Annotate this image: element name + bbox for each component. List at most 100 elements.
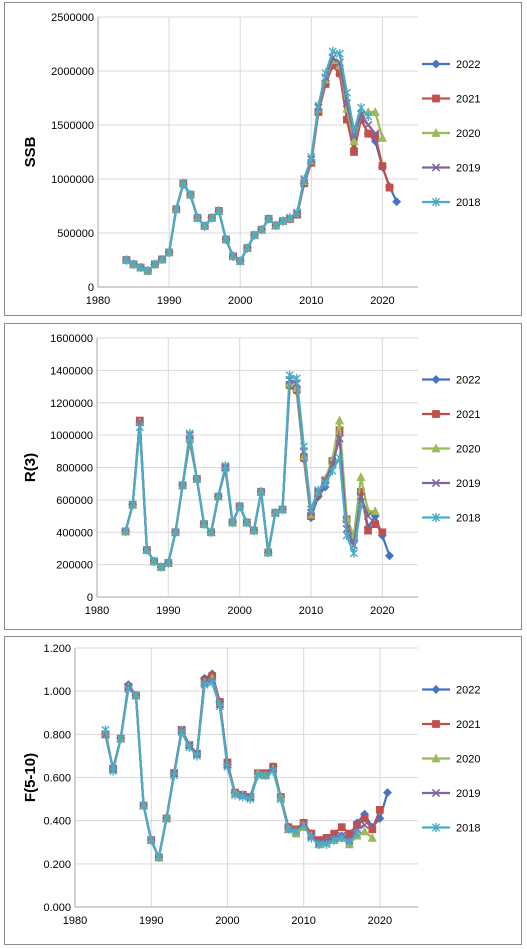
data-point (271, 220, 280, 231)
data-point (164, 558, 173, 568)
data-point (178, 480, 187, 490)
data-point (150, 259, 159, 269)
series-line-2020 (124, 381, 376, 569)
data-point (293, 207, 302, 218)
data-point (207, 213, 216, 223)
data-point (172, 204, 181, 214)
x-tick-label: 2020 (370, 605, 394, 617)
y-tick-label: 1000000 (51, 174, 94, 186)
data-point (271, 508, 280, 518)
y-tick-label: 0.800 (43, 729, 71, 741)
data-point (165, 247, 174, 258)
data-point (352, 829, 362, 839)
y-tick-label: 0.400 (43, 816, 71, 828)
data-point (291, 826, 301, 837)
data-point (207, 527, 216, 537)
legend-label: 2022 (456, 59, 480, 71)
y-tick-label: 2500000 (51, 12, 94, 24)
data-point (229, 251, 238, 261)
ssb-chart-panel: 0 500000 1000000 1500000 2000000 2500000 1980 1… (4, 2, 522, 316)
data-point (185, 428, 194, 439)
series-2018 (101, 677, 362, 862)
y-tick-label: 400000 (56, 527, 93, 539)
data-point (357, 103, 366, 113)
legend-entry-2022: 2022 (422, 375, 480, 387)
data-point (154, 852, 163, 862)
data-point (360, 814, 369, 823)
legend-label: 2022 (456, 685, 480, 697)
x-tick-label: 2000 (228, 295, 252, 307)
fishing-mortality-chart: 0.000 0.200 0.400 0.600 0.800 1.000 1.200 1980 1… (22, 643, 480, 927)
data-point (370, 506, 380, 516)
data-point (249, 526, 259, 536)
legend-label: 2019 (456, 478, 480, 490)
data-point (285, 213, 295, 223)
data-point (364, 129, 373, 138)
data-point (335, 434, 344, 443)
data-point (121, 526, 130, 537)
data-point (169, 770, 179, 780)
data-point (385, 183, 394, 192)
y-tick-label: 800000 (56, 463, 93, 475)
data-point (299, 441, 308, 452)
legend-entry-2021: 2021 (422, 409, 480, 421)
legend-label: 2018 (456, 513, 480, 525)
data-point (200, 221, 209, 231)
data-point (371, 520, 380, 529)
data-point (292, 373, 301, 384)
legend-entry-2021: 2021 (422, 719, 480, 731)
data-point (253, 770, 263, 780)
data-point (101, 725, 110, 735)
data-point (356, 472, 366, 482)
data-point (337, 823, 346, 831)
data-point (214, 492, 223, 502)
y-tick-label: 600000 (56, 495, 93, 507)
data-point (238, 792, 247, 802)
data-point (330, 835, 339, 845)
data-point (124, 684, 133, 694)
data-point (322, 839, 331, 850)
series-2019 (121, 375, 373, 572)
data-point (382, 788, 393, 798)
x-tick-label: 2010 (291, 915, 315, 927)
data-point (116, 734, 125, 744)
legend-label: 2018 (456, 197, 480, 209)
legend-marker (432, 410, 440, 418)
x-tick-label: 1980 (85, 605, 109, 617)
data-point (314, 839, 324, 850)
data-point (139, 800, 148, 811)
y-axis-title: SSB (22, 136, 39, 167)
data-point (360, 826, 370, 836)
legend-entry-2019: 2019 (422, 163, 480, 175)
data-point (335, 453, 344, 463)
y-tick-label: 1.200 (43, 643, 71, 655)
data-point (363, 511, 373, 521)
y-tick-label: 0 (87, 592, 93, 604)
data-point (246, 794, 255, 804)
x-tick-label: 1990 (157, 295, 181, 307)
x-tick-label: 2000 (227, 605, 251, 617)
legend-marker (431, 163, 441, 172)
ssb-chart: 0 500000 1000000 1500000 2000000 2500000 1980 1… (22, 12, 480, 307)
y-tick-label: 2000000 (51, 66, 94, 78)
data-point (284, 824, 293, 834)
series-line-2018 (124, 373, 362, 569)
legend-marker (431, 512, 441, 523)
y-tick-label: 0.000 (43, 902, 71, 914)
data-point (157, 562, 166, 572)
data-point (142, 545, 152, 555)
data-point (193, 213, 202, 223)
data-point (360, 820, 369, 830)
data-point (350, 148, 358, 156)
data-point (109, 766, 118, 776)
data-point (285, 370, 294, 380)
x-tick-label: 2010 (299, 605, 323, 617)
data-point (200, 680, 209, 690)
data-point (221, 234, 231, 245)
data-point (147, 835, 156, 845)
x-tick-label: 2020 (370, 295, 394, 307)
y-tick-label: 1600000 (50, 333, 93, 345)
data-point (122, 255, 131, 265)
data-point (306, 504, 316, 515)
data-point (371, 129, 380, 138)
